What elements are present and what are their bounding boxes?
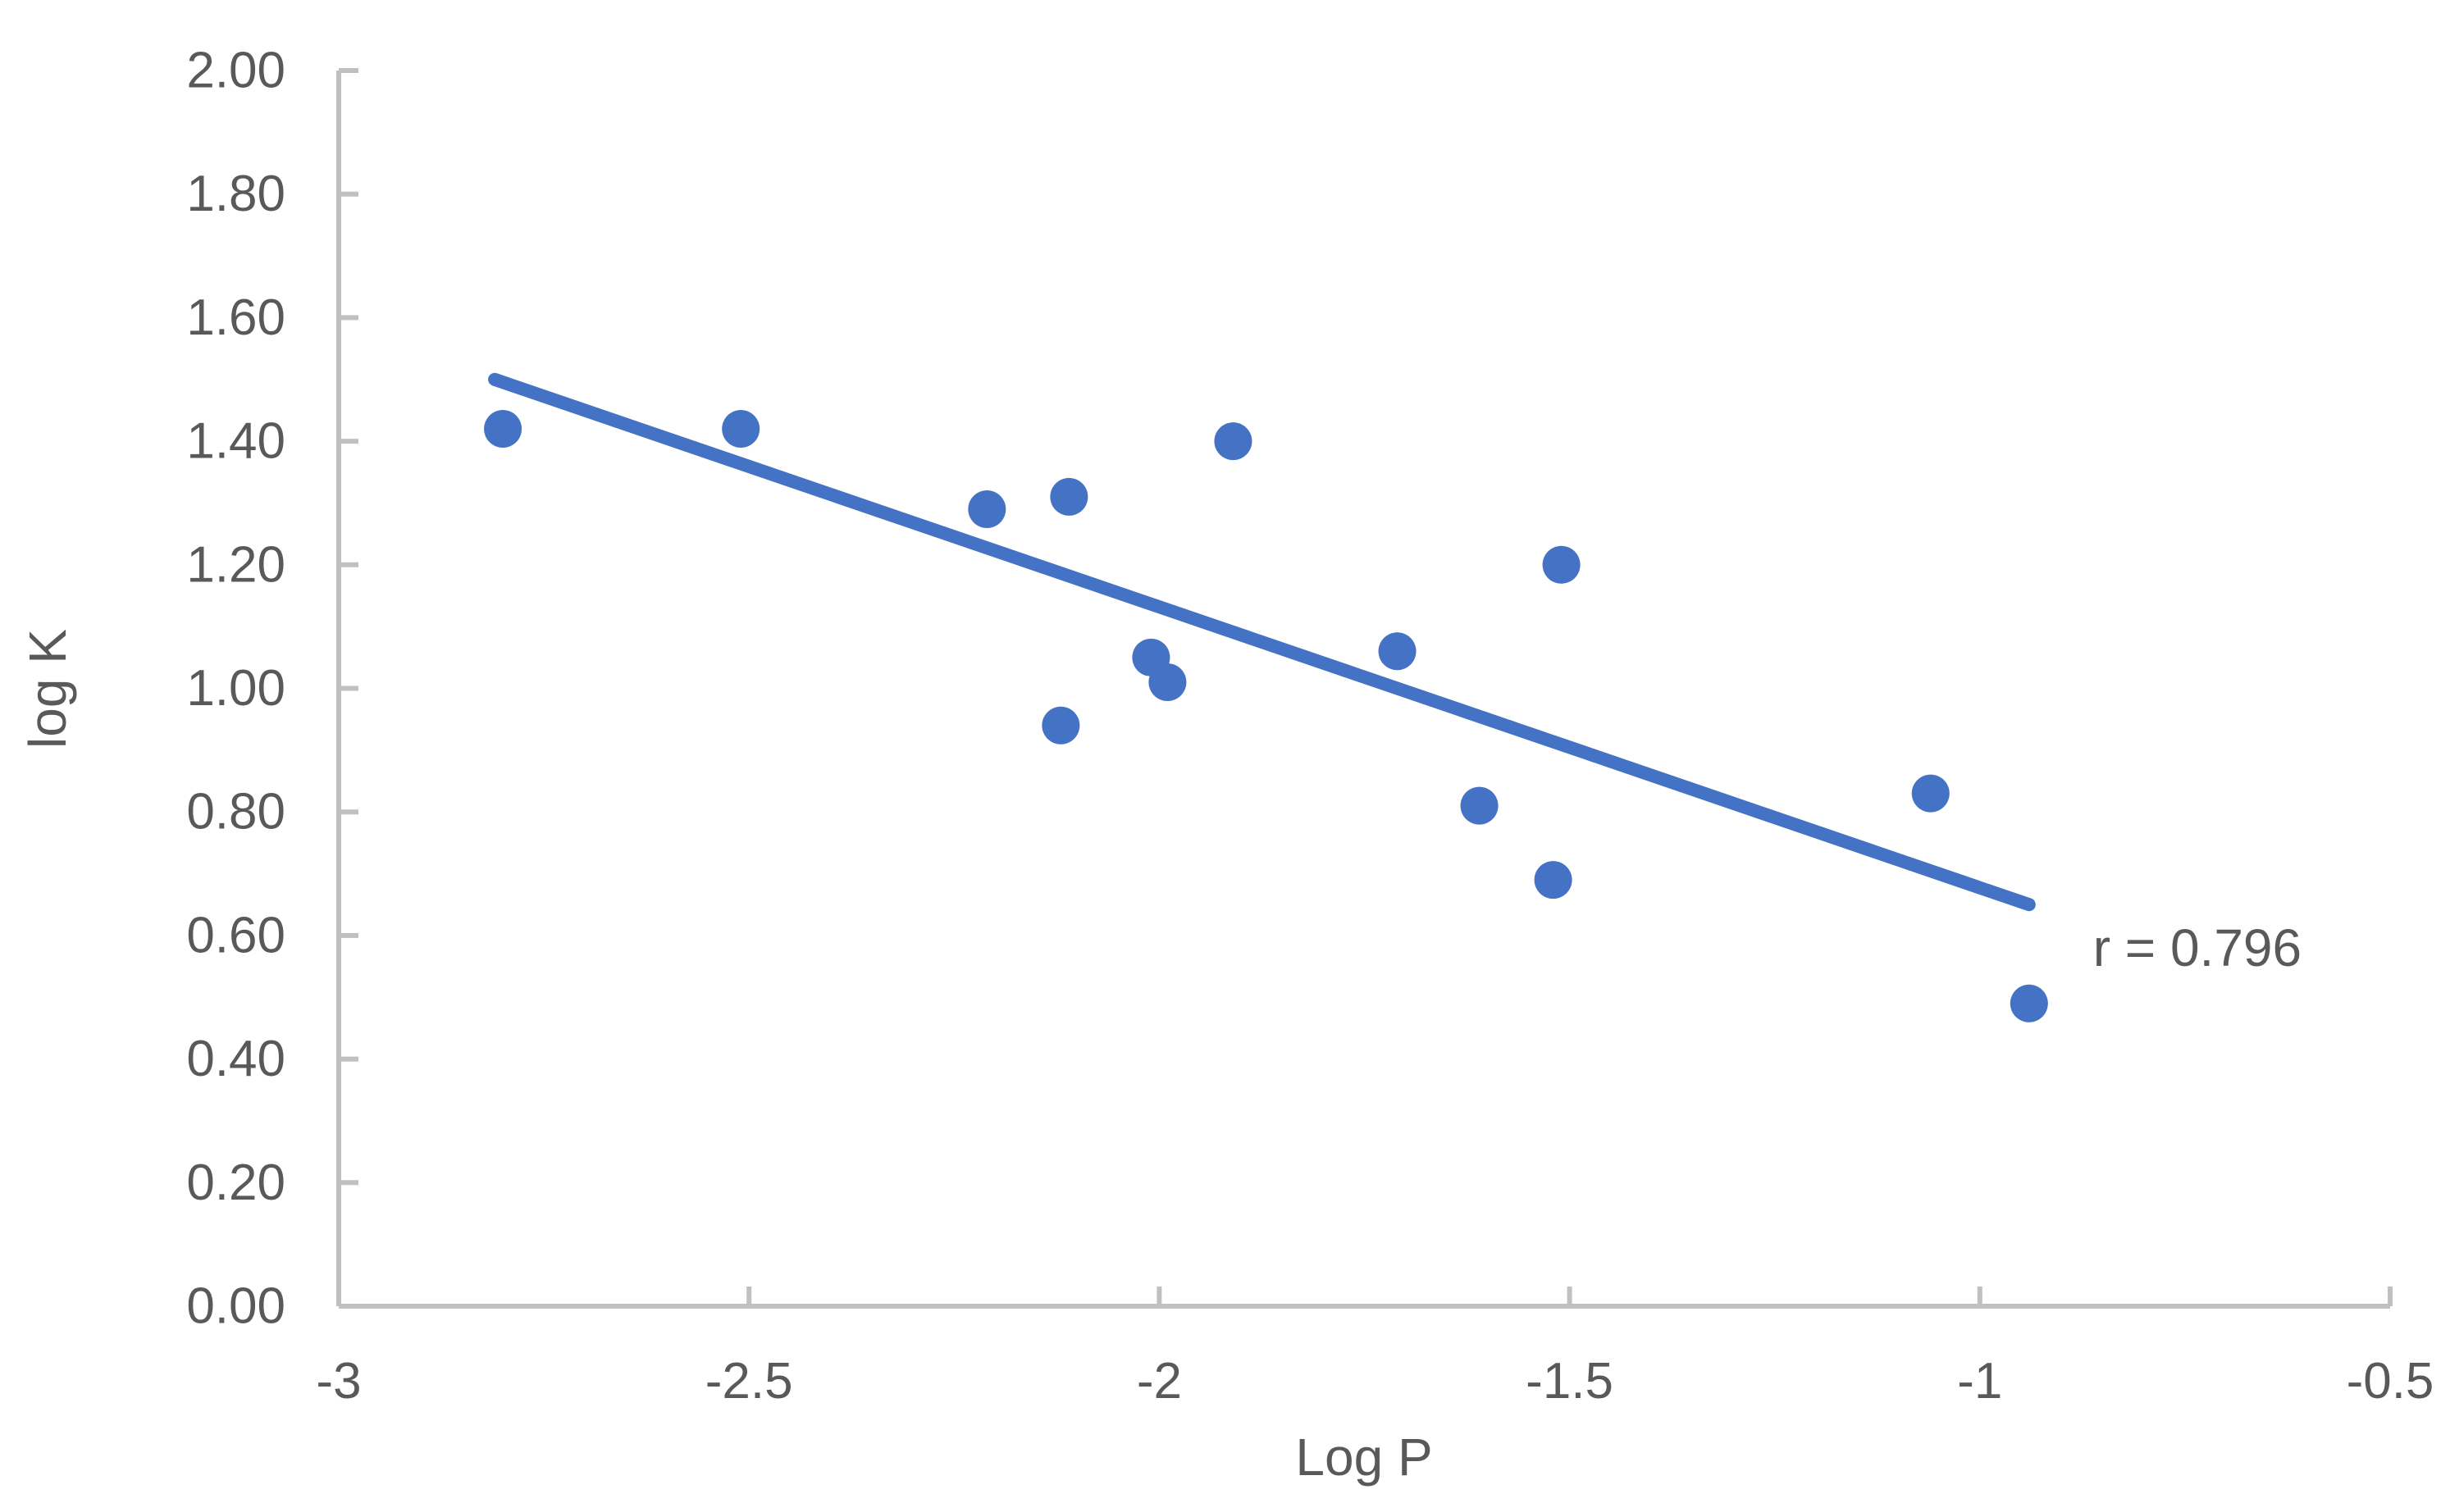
data-point (1460, 786, 1499, 825)
y-tick-label: 1.00 (186, 660, 285, 717)
y-tick-label: 1.20 (186, 536, 285, 593)
y-tick-label: 0.40 (186, 1031, 285, 1087)
y-tick-label: 0.00 (186, 1278, 285, 1335)
x-tick-label: -3 (316, 1353, 361, 1410)
data-point (1534, 861, 1572, 899)
data-point (722, 410, 760, 449)
x-axis-title: Log P (1295, 1428, 1432, 1487)
trend-line-layer (488, 372, 2036, 912)
y-tick-label: 1.80 (186, 166, 285, 222)
data-point (1214, 422, 1252, 461)
y-axis-title: log K (18, 629, 77, 749)
data-point (1378, 632, 1417, 671)
x-tick-label: -1 (1957, 1353, 2002, 1410)
data-point (2010, 984, 2048, 1022)
y-tick-label: 1.60 (186, 289, 285, 346)
trend-line (488, 372, 2036, 912)
data-point (1148, 663, 1187, 701)
x-tick-label: -1.5 (1526, 1353, 1613, 1410)
axis-tick-labels: 0.00 0.20 0.40 0.60 0.80 1.00 1.20 1.40 1.60 1.80… (186, 43, 2434, 1410)
y-tick-label: 0.80 (186, 784, 285, 840)
y-tick-label: 1.40 (186, 413, 285, 470)
data-point (1042, 706, 1080, 745)
y-tick-label: 0.60 (186, 907, 285, 963)
correlation-annotation: r = 0.796 (2093, 918, 2302, 977)
data-point (1050, 477, 1088, 516)
x-tick-label: -2 (1137, 1353, 1182, 1410)
data-point (484, 410, 522, 449)
data-point (1911, 774, 1950, 813)
y-tick-label: 0.20 (186, 1154, 285, 1211)
x-tick-label: -0.5 (2347, 1353, 2434, 1410)
data-points-layer (484, 410, 2048, 1022)
data-point (968, 490, 1006, 528)
x-tick-label: -2.5 (705, 1353, 793, 1410)
y-tick-label: 2.00 (186, 43, 285, 99)
data-point (1542, 545, 1581, 584)
